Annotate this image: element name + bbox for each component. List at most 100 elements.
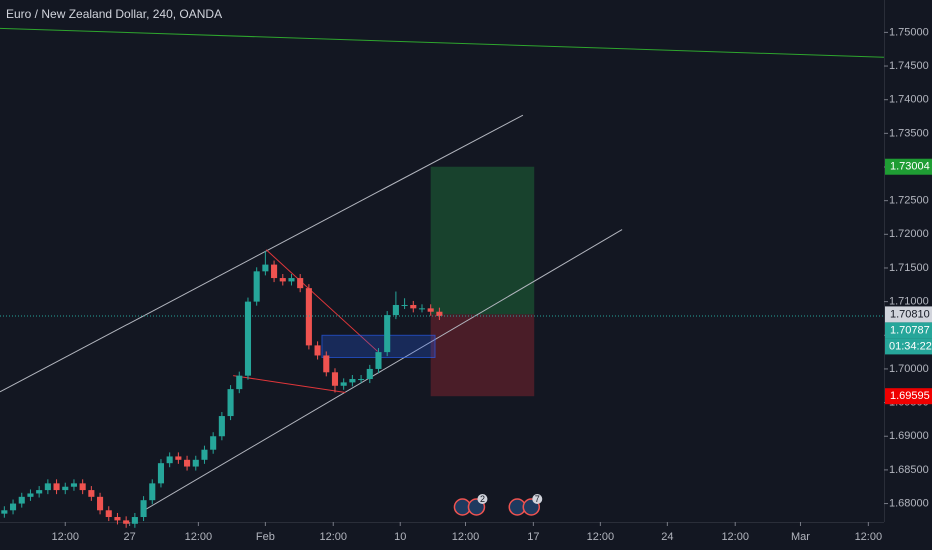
candle-body (175, 456, 182, 460)
trend-line (0, 114, 524, 393)
y-tick-label: 1.70000 (889, 363, 929, 375)
candle-body (166, 456, 173, 464)
trend-line (145, 229, 623, 511)
event-count: 2 (480, 494, 485, 504)
x-tick-label: 24 (661, 531, 673, 543)
y-tick-label: 1.74000 (889, 94, 929, 106)
y-tick-label: 1.69000 (889, 430, 929, 442)
candle-body (427, 308, 434, 312)
candle-body (236, 375, 243, 390)
price-label (885, 158, 932, 175)
candle-body (297, 278, 304, 289)
price-label (885, 388, 932, 405)
candle-body (305, 288, 312, 346)
x-tick-label: 12:00 (721, 531, 749, 543)
candle-body (314, 345, 321, 356)
candle-body (105, 510, 112, 518)
countdown-label (885, 338, 932, 355)
candle-body (10, 503, 17, 511)
price-label-text: 1.69595 (890, 390, 930, 402)
candle-body (436, 311, 443, 316)
candle-body (53, 483, 60, 491)
candle-body (227, 389, 234, 417)
candle-body (201, 449, 208, 460)
x-tick-label: 12:00 (319, 531, 347, 543)
price-label-text: 1.70787 (890, 324, 930, 336)
x-tick-label: 10 (394, 531, 406, 543)
candle-body (114, 517, 121, 521)
y-tick-label: 1.74500 (889, 60, 929, 72)
candle-body (62, 486, 69, 491)
candle-body (18, 496, 25, 504)
target-zone (430, 166, 535, 315)
y-tick-label: 1.71500 (889, 262, 929, 274)
price-label (885, 306, 932, 323)
y-tick-label: 1.75000 (889, 26, 929, 38)
x-tick-label: Mar (791, 531, 810, 543)
y-tick-label: 1.73500 (889, 127, 929, 139)
candle-body (253, 271, 260, 302)
candle-body (279, 278, 286, 282)
candle-body (149, 483, 156, 501)
candle-body (349, 379, 356, 383)
candle-body (1, 510, 8, 514)
candle-body (418, 308, 426, 310)
x-tick-label: 27 (124, 531, 136, 543)
price-label-text: 1.73004 (890, 161, 930, 173)
candle-body (192, 459, 199, 467)
trend-line (0, 27, 885, 58)
candle-body (218, 416, 225, 437)
candle-body (36, 490, 43, 494)
candle-body (88, 490, 95, 497)
trend-line (233, 375, 346, 393)
candle-body (140, 500, 147, 518)
x-tick-label: 12:00 (185, 531, 213, 543)
price-label (885, 322, 932, 339)
candle-body (340, 382, 347, 386)
candle-body (410, 304, 417, 309)
event-badge (477, 494, 488, 504)
candle-body (244, 301, 252, 376)
x-tick-label: 17 (527, 531, 539, 543)
x-tick-label: 12:00 (452, 531, 480, 543)
y-tick-label: 1.68000 (889, 497, 929, 509)
candle-body (79, 483, 86, 491)
price-label-text: 1.70810 (890, 308, 930, 320)
candle-body (401, 304, 408, 306)
chart-title: Euro / New Zealand Dollar, 240, OANDA (6, 7, 222, 21)
x-tick-label: 12:00 (51, 531, 79, 543)
countdown-text: 01:34:22 (889, 340, 932, 352)
candle-body (210, 436, 217, 450)
x-tick-label: Feb (256, 531, 275, 543)
candle-body (44, 483, 51, 491)
candle-body (157, 463, 165, 484)
event-count: 7 (535, 494, 540, 504)
x-tick-label: 12:00 (855, 531, 883, 543)
candle-body (392, 304, 399, 316)
candle-body (288, 278, 295, 282)
candle-body (271, 264, 278, 279)
candle-body (384, 315, 391, 353)
y-tick-label: 1.71000 (889, 296, 929, 308)
y-tick-label: 1.68500 (889, 464, 929, 476)
candle-body (262, 264, 269, 272)
candle-body (331, 372, 339, 386)
candle-body (27, 493, 34, 497)
candle-body (184, 459, 191, 467)
candle-body (366, 368, 373, 380)
event-badge (532, 494, 543, 504)
candle-body (131, 517, 138, 524)
candle-body (123, 520, 130, 524)
y-tick-label: 1.72500 (889, 195, 929, 207)
candle-body (70, 483, 78, 487)
stop-zone (430, 314, 535, 397)
trend-line (265, 249, 378, 352)
candle-body (375, 352, 382, 369)
x-tick-label: 12:00 (587, 531, 615, 543)
candle-body (97, 496, 104, 511)
y-tick-label: 1.72000 (889, 228, 929, 240)
candle-body (358, 379, 365, 381)
candle-body (323, 355, 330, 373)
